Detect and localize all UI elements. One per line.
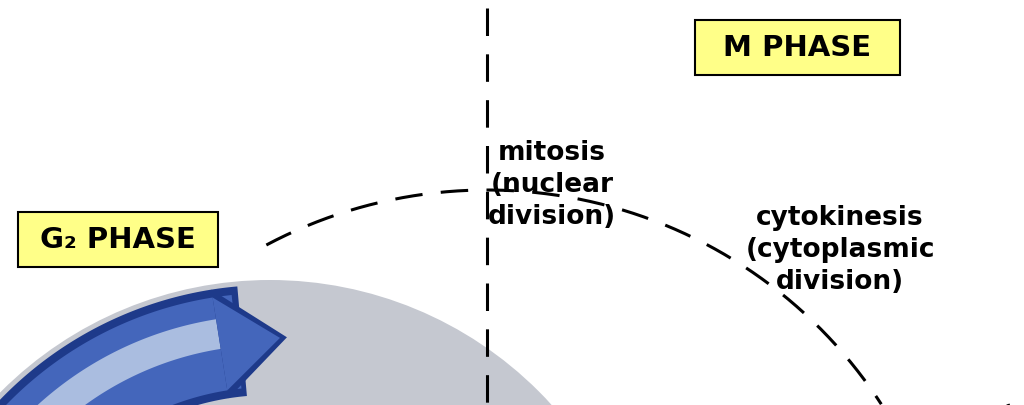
FancyBboxPatch shape [18, 212, 218, 267]
Polygon shape [0, 295, 459, 405]
FancyBboxPatch shape [695, 20, 900, 75]
Polygon shape [0, 318, 437, 405]
Polygon shape [213, 298, 280, 390]
Text: cytokinesis
(cytoplasmic
division): cytokinesis (cytoplasmic division) [745, 205, 935, 295]
Text: mitosis
(nuclear
division): mitosis (nuclear division) [488, 140, 616, 230]
Circle shape [0, 280, 650, 405]
Polygon shape [211, 290, 287, 398]
Text: M PHASE: M PHASE [723, 34, 871, 62]
Polygon shape [0, 286, 469, 405]
Text: G₂ PHASE: G₂ PHASE [40, 226, 196, 254]
